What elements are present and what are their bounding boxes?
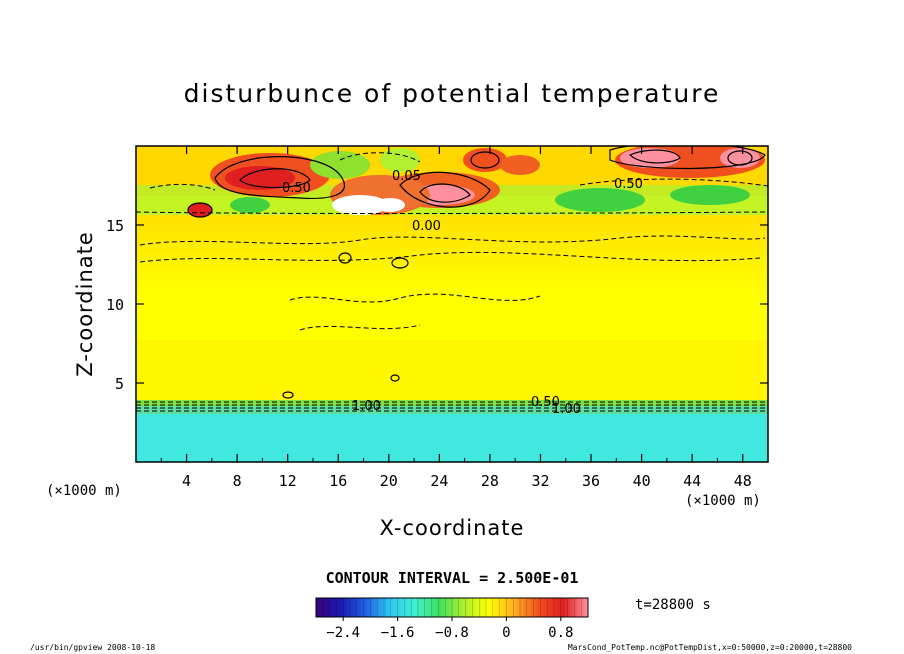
x-tick-label: 4	[182, 472, 191, 490]
x-tick-label: 28	[481, 472, 499, 490]
colorbar-tick-label: 0	[502, 625, 510, 641]
colorbar-ticks: −2.4 −1.6 −0.8 0 0.8	[315, 598, 589, 641]
upper-mid-transition	[136, 215, 768, 295]
upper-warm-features	[188, 146, 765, 217]
x-tick-label: 36	[582, 472, 600, 490]
x-tick-label: 16	[329, 472, 347, 490]
x-tick-label: 12	[279, 472, 297, 490]
transition-band-2	[136, 406, 768, 414]
x-tick-label: 8	[233, 472, 242, 490]
contour-label: 1.00	[552, 402, 581, 417]
y-tick-label: 15	[106, 217, 124, 235]
colorbar-tick-label: 0.8	[548, 625, 573, 641]
y-tick-label: 10	[106, 296, 124, 314]
contour-label: 0.00	[412, 219, 441, 234]
time-label: t=28800 s	[635, 597, 711, 613]
x-axis: 4 8 12 16 20 24 28 32 36 40 44 48	[160, 146, 752, 490]
x-tick-label: 40	[633, 472, 651, 490]
colorbar-tick-label: −0.8	[435, 625, 469, 641]
y-tick-label: 5	[115, 375, 124, 393]
contour-label: 0.05	[392, 169, 421, 184]
x-tick-label: 32	[531, 472, 549, 490]
x-tick-label: 48	[734, 472, 752, 490]
x-axis-label: X-coordinate	[380, 516, 525, 540]
y-axis-label: Z-coordinate	[73, 231, 97, 377]
chart-title: disturbunce of potential temperature	[184, 79, 721, 108]
lower-mid-band	[136, 340, 768, 402]
small-contour-features	[282, 252, 409, 399]
footer-right: MarsCond_PotTemp.nc@PotTempDist,x=0:5000…	[568, 643, 852, 652]
contour-label: 0.50	[282, 181, 311, 196]
x-tick-label: 44	[683, 472, 701, 490]
plot-area: 0.50 0.50 0.00 1.00 0.50 1.00 0.05	[136, 146, 768, 462]
footer-left: /usr/bin/gpview 2008-10-18	[30, 643, 155, 652]
contour-interval: CONTOUR INTERVAL = 2.500E-01	[326, 569, 579, 587]
colorbar-tick-label: −2.4	[326, 625, 360, 641]
contour-lines	[187, 146, 766, 218]
colorbar-tick-label: −1.6	[381, 625, 415, 641]
contour-label: 1.00	[352, 399, 381, 414]
x-tick-label: 24	[430, 472, 448, 490]
contour-label: 0.50	[614, 177, 643, 192]
transition-band	[136, 400, 768, 406]
y-axis: 5 10 15	[106, 217, 768, 393]
x-unit-left: (×1000 m)	[46, 483, 122, 499]
dashed-contours	[136, 152, 768, 412]
x-tick-label: 20	[380, 472, 398, 490]
contour-label: 0.50	[531, 395, 560, 410]
lower-layer-fill	[136, 414, 768, 462]
x-unit-right: (×1000 m)	[685, 493, 761, 509]
